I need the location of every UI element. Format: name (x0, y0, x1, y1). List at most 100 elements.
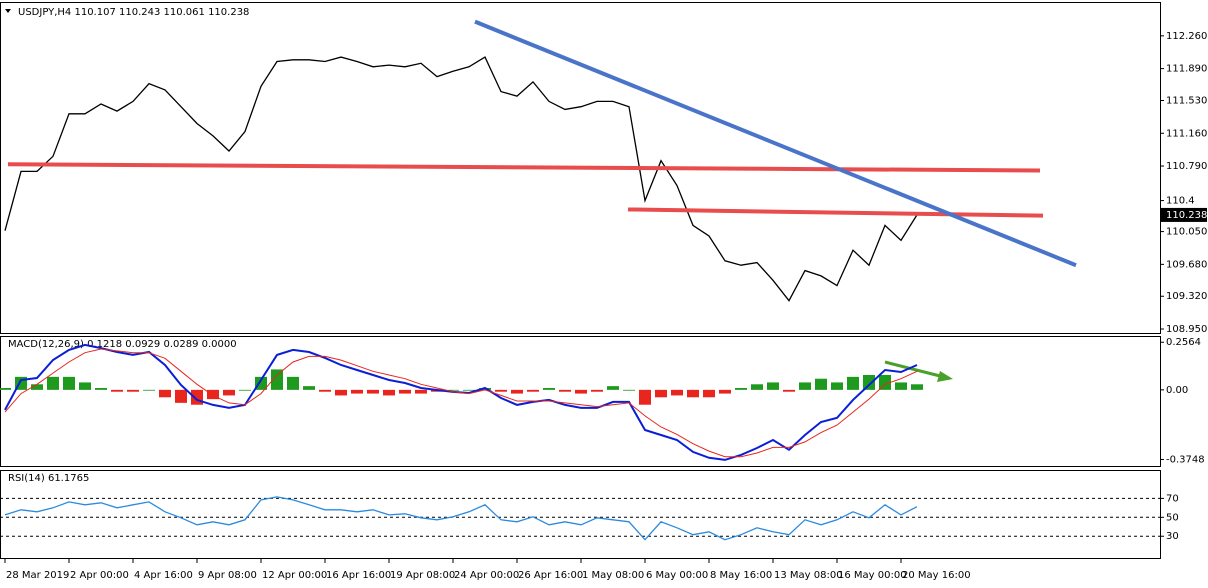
x-tick-label: 16 Apr 16:00 (326, 570, 391, 581)
histogram-bar (799, 382, 811, 390)
histogram-bar (175, 389, 187, 403)
histogram-bar (719, 389, 731, 394)
y-tick-label: 70 (1166, 493, 1179, 504)
histogram-bar (735, 388, 747, 390)
histogram-bar (575, 389, 587, 394)
histogram-bar (399, 389, 411, 394)
histogram-bar (0, 388, 11, 390)
last-price-label: 110.238 (1166, 210, 1207, 221)
annotation-arrow (884, 360, 953, 382)
y-tick-label: 111.530 (1166, 95, 1207, 106)
histogram-bar (159, 389, 171, 398)
histogram-bar (879, 375, 891, 390)
histogram-bar (335, 389, 347, 396)
y-tick-label: 112.260 (1166, 31, 1207, 42)
rsi-title: RSI(14) 61.1765 (8, 473, 89, 484)
histogram-bar (783, 389, 795, 392)
arrow-shaft (884, 360, 945, 379)
histogram-bar (751, 384, 763, 390)
histogram-bar (767, 382, 779, 390)
y-tick-label: 111.890 (1166, 64, 1207, 75)
y-tick-label: 0.2564 (1166, 337, 1201, 348)
histogram-bar (511, 389, 523, 394)
y-tick-label: 111.160 (1166, 128, 1207, 139)
y-tick-label: 108.950 (1166, 324, 1207, 335)
histogram-bar (63, 376, 75, 390)
trendline (474, 19, 1077, 268)
trendline (7, 162, 1041, 173)
x-tick-label: 13 May 08:00 (774, 570, 843, 581)
histogram-bar (79, 382, 91, 390)
series-line (4, 496, 918, 541)
histogram-bar (47, 376, 59, 390)
histogram-bar (239, 389, 251, 391)
histogram-bar (527, 389, 539, 392)
histogram-bar (143, 389, 155, 391)
histogram-bar (319, 389, 331, 392)
histogram-bar (223, 389, 235, 396)
macd-title: MACD(12,26,9) 0.1218 0.0929 0.0289 0.000… (8, 339, 237, 350)
price-pane (0, 2, 1161, 334)
histogram-bar (559, 389, 571, 392)
x-tick-label: 8 May 16:00 (710, 570, 772, 581)
histogram-bar (655, 389, 667, 398)
last-price-box (1161, 207, 1207, 222)
x-tick-label: 26 Apr 16:00 (518, 570, 583, 581)
histogram-bar (463, 389, 475, 391)
y-tick-label: 109.320 (1166, 291, 1207, 302)
x-tick-label: 24 Apr 00:00 (454, 570, 519, 581)
series-line (4, 348, 918, 458)
histogram-bar (863, 375, 875, 390)
histogram-bar (351, 389, 363, 394)
histogram-bar (415, 389, 427, 394)
histogram-bar (271, 369, 283, 390)
x-tick-label: 16 May 00:00 (838, 570, 907, 581)
histogram-bar (543, 388, 555, 390)
histogram-bar (383, 389, 395, 396)
y-tick-label: 109.680 (1166, 259, 1207, 270)
chart-title: USDJPY,H4 110.107 110.243 110.061 110.23… (18, 7, 249, 18)
histogram-bar (207, 389, 219, 400)
x-tick-label: 1 May 08:00 (582, 570, 644, 581)
macd-pane (0, 336, 1161, 467)
y-tick-label: 110.050 (1166, 227, 1207, 238)
histogram-bar (671, 389, 683, 396)
histogram-bar (831, 382, 843, 390)
menu-arrow[interactable] (5, 9, 11, 13)
histogram-bar (687, 389, 699, 398)
x-tick-label: 2 Apr 00:00 (70, 570, 129, 581)
y-tick-label: 110.790 (1166, 161, 1207, 172)
x-tick-label: 19 Apr 08:00 (390, 570, 455, 581)
x-tick-label: 20 May 16:00 (902, 570, 971, 581)
histogram-bar (591, 389, 603, 392)
x-tick-label: 12 Apr 00:00 (262, 570, 327, 581)
histogram-bar (95, 388, 107, 390)
histogram-bar (911, 384, 923, 390)
histogram-bar (127, 389, 139, 392)
y-tick-label: 30 (1166, 531, 1179, 542)
histogram-bar (847, 376, 859, 390)
x-tick-label: 28 Mar 2019 (6, 570, 69, 581)
histogram-bar (895, 382, 907, 390)
histogram-bar (447, 389, 459, 391)
histogram-bar (495, 389, 507, 392)
trendline (627, 207, 1044, 218)
arrow-head (937, 371, 953, 382)
histogram-bar (255, 376, 267, 390)
histogram-bar (815, 378, 827, 390)
x-tick-label: 9 Apr 08:00 (198, 570, 257, 581)
histogram-bar (703, 389, 715, 398)
y-tick-label: 110.4 (1166, 196, 1195, 207)
y-tick-label: 0.00 (1166, 385, 1188, 396)
histogram-bar (303, 386, 315, 390)
histogram-bar (287, 376, 299, 390)
series-line (4, 56, 918, 302)
histogram-bar (367, 389, 379, 394)
histogram-bar (639, 389, 651, 405)
histogram-bar (623, 389, 635, 391)
histogram-bar (607, 386, 619, 390)
histogram-bar (31, 384, 43, 390)
x-tick-label: 4 Apr 16:00 (134, 570, 193, 581)
